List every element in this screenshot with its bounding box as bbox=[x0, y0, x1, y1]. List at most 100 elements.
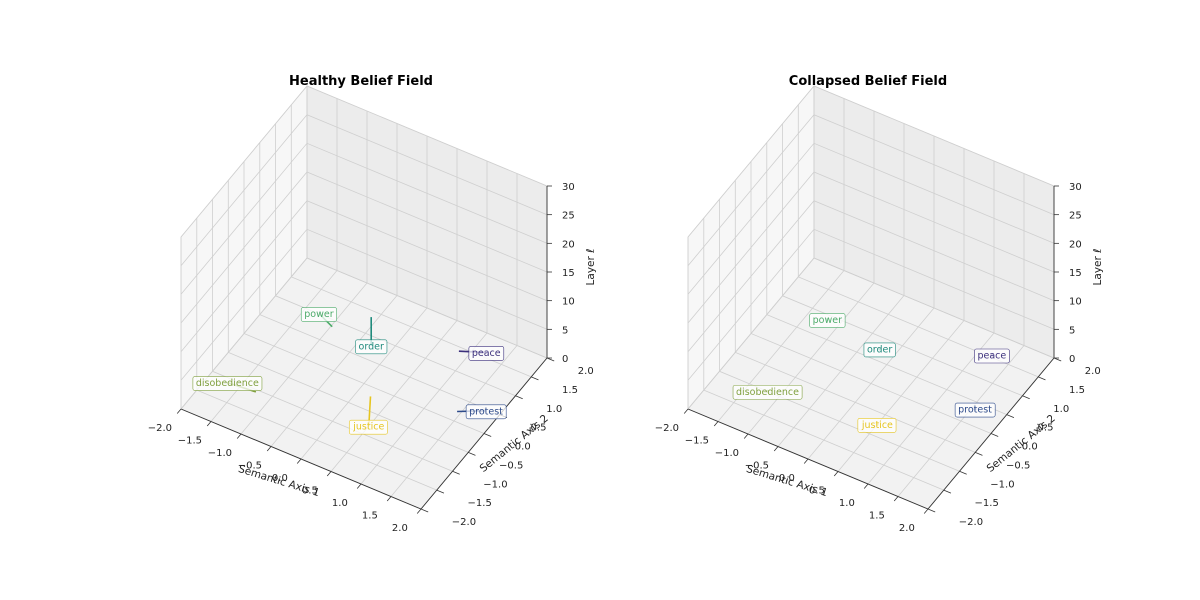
z-tick-label: 10 bbox=[562, 297, 575, 308]
y-tick-label: −1.0 bbox=[483, 479, 507, 490]
x-tick-label: 0.5 bbox=[809, 486, 825, 497]
z-tick-label: 0 bbox=[1069, 354, 1075, 365]
x-tick-mark bbox=[176, 408, 182, 414]
y-tick-label: −1.5 bbox=[975, 498, 999, 509]
x-tick-label: 0.5 bbox=[302, 486, 318, 497]
y-tick-mark bbox=[515, 395, 523, 400]
z-tick-label: 30 bbox=[562, 182, 575, 193]
y-tick-mark bbox=[1022, 395, 1030, 400]
word-label-peace: peace bbox=[974, 348, 1010, 364]
word-label-box bbox=[192, 376, 263, 391]
word-label-box bbox=[863, 342, 896, 358]
y-tick-mark bbox=[436, 489, 445, 494]
y-tick-label: −1.0 bbox=[990, 479, 1014, 490]
z-tick-label: 30 bbox=[1069, 182, 1082, 193]
tick-labels: −2.0−1.5−1.0−0.50.00.51.01.52.0−2.0−1.5−… bbox=[148, 182, 594, 534]
word-label-text: disobedience bbox=[736, 387, 799, 398]
y-tick-label: 1.0 bbox=[546, 404, 562, 415]
word-label-text: order bbox=[359, 341, 384, 352]
z-tick-label: 10 bbox=[1069, 297, 1082, 308]
plot-collapsed-belief-field: Collapsed Belief Field Semantic Axis 1 S… bbox=[655, 74, 1104, 534]
x-tick-mark bbox=[296, 458, 302, 464]
y-tick-mark bbox=[420, 508, 429, 513]
x-tick-label: −0.5 bbox=[745, 461, 769, 472]
z-tick-label: 25 bbox=[562, 211, 575, 222]
word-label-disobedience: disobedience bbox=[192, 376, 263, 391]
x-tick-label: −1.5 bbox=[685, 436, 709, 447]
word-label-text: peace bbox=[977, 350, 1006, 361]
z-gridline bbox=[180, 85, 548, 238]
y-tick-mark bbox=[1038, 376, 1046, 381]
word-label-text: power bbox=[813, 315, 842, 326]
word-label-box bbox=[465, 404, 507, 420]
x-tick-mark bbox=[683, 408, 689, 414]
x-tick-mark bbox=[236, 433, 242, 439]
x-tick-label: 1.5 bbox=[869, 511, 885, 522]
word-label-box bbox=[809, 313, 846, 328]
word-label-box bbox=[300, 307, 337, 322]
x-tick-mark bbox=[713, 421, 719, 427]
word-label-text: disobedience bbox=[196, 378, 259, 389]
z-gridline bbox=[687, 85, 1055, 238]
chart-title: Healthy Belief Field bbox=[289, 74, 433, 89]
x-tick-mark bbox=[803, 458, 809, 464]
y-tick-mark bbox=[531, 376, 539, 381]
gridlines bbox=[180, 85, 548, 510]
z-gridline bbox=[180, 142, 548, 295]
z-tick-label: 20 bbox=[1069, 239, 1082, 250]
y-tick-mark bbox=[1053, 357, 1062, 362]
x-tick-label: 0.0 bbox=[272, 473, 288, 484]
y-tick-label: −2.0 bbox=[452, 517, 476, 528]
y-tick-label: −0.5 bbox=[499, 460, 523, 471]
z-gridline bbox=[180, 171, 548, 324]
y-tick-label: −0.5 bbox=[1006, 460, 1030, 471]
x-tick-mark bbox=[416, 508, 422, 514]
chart-title: Collapsed Belief Field bbox=[789, 74, 947, 89]
z-axis-label: Layer ℓ bbox=[1092, 249, 1104, 286]
word-label-box bbox=[355, 339, 388, 355]
y-tick-label: 0.0 bbox=[1022, 442, 1038, 453]
word-label-protest: protest bbox=[465, 404, 507, 420]
x-tick-mark bbox=[206, 421, 212, 427]
word-label-text: order bbox=[867, 344, 892, 355]
x-tick-mark bbox=[773, 446, 779, 452]
y-tick-label: 2.0 bbox=[1085, 366, 1101, 377]
y-tick-label: 1.0 bbox=[1053, 404, 1069, 415]
x-tick-label: 2.0 bbox=[899, 523, 915, 534]
word-label-text: protest bbox=[958, 405, 992, 416]
x-tick-label: −0.5 bbox=[238, 461, 262, 472]
word-label-text: justice bbox=[861, 420, 893, 431]
x-tick-mark bbox=[923, 508, 929, 514]
word-label-disobedience: disobedience bbox=[732, 384, 803, 400]
x-tick-mark bbox=[833, 471, 839, 477]
word-label-box bbox=[857, 418, 897, 433]
z-gridline bbox=[687, 142, 1055, 295]
word-label-text: protest bbox=[469, 406, 503, 417]
y-tick-label: −2.0 bbox=[959, 517, 983, 528]
y-tick-mark bbox=[975, 452, 983, 456]
word-label-protest: protest bbox=[954, 402, 996, 418]
word-label-justice: justice bbox=[348, 419, 388, 435]
z-gridline bbox=[687, 257, 1055, 410]
x-tick-mark bbox=[743, 433, 749, 439]
z-gridline bbox=[687, 200, 1055, 352]
y-tick-label: −1.5 bbox=[468, 498, 492, 509]
x-tick-mark bbox=[893, 496, 899, 502]
word-label-text: peace bbox=[472, 348, 501, 359]
x-tick-mark bbox=[863, 483, 869, 489]
word-label-box bbox=[954, 402, 996, 418]
word-label-peace: peace bbox=[468, 346, 505, 361]
y-tick-mark bbox=[1006, 414, 1015, 418]
z-gridline bbox=[687, 228, 1055, 381]
x-tick-label: 1.0 bbox=[839, 498, 855, 509]
y-tick-label: 0.0 bbox=[515, 442, 531, 453]
x-tick-mark bbox=[326, 471, 332, 477]
x-tick-label: 1.0 bbox=[332, 498, 348, 509]
word-label-text: justice bbox=[352, 422, 384, 433]
z-tick-label: 25 bbox=[1069, 211, 1082, 222]
y-tick-mark bbox=[990, 433, 999, 437]
z-gridline bbox=[180, 228, 548, 381]
x-tick-mark bbox=[386, 496, 392, 502]
z-gridline bbox=[687, 171, 1055, 324]
x-tick-mark bbox=[356, 483, 362, 489]
